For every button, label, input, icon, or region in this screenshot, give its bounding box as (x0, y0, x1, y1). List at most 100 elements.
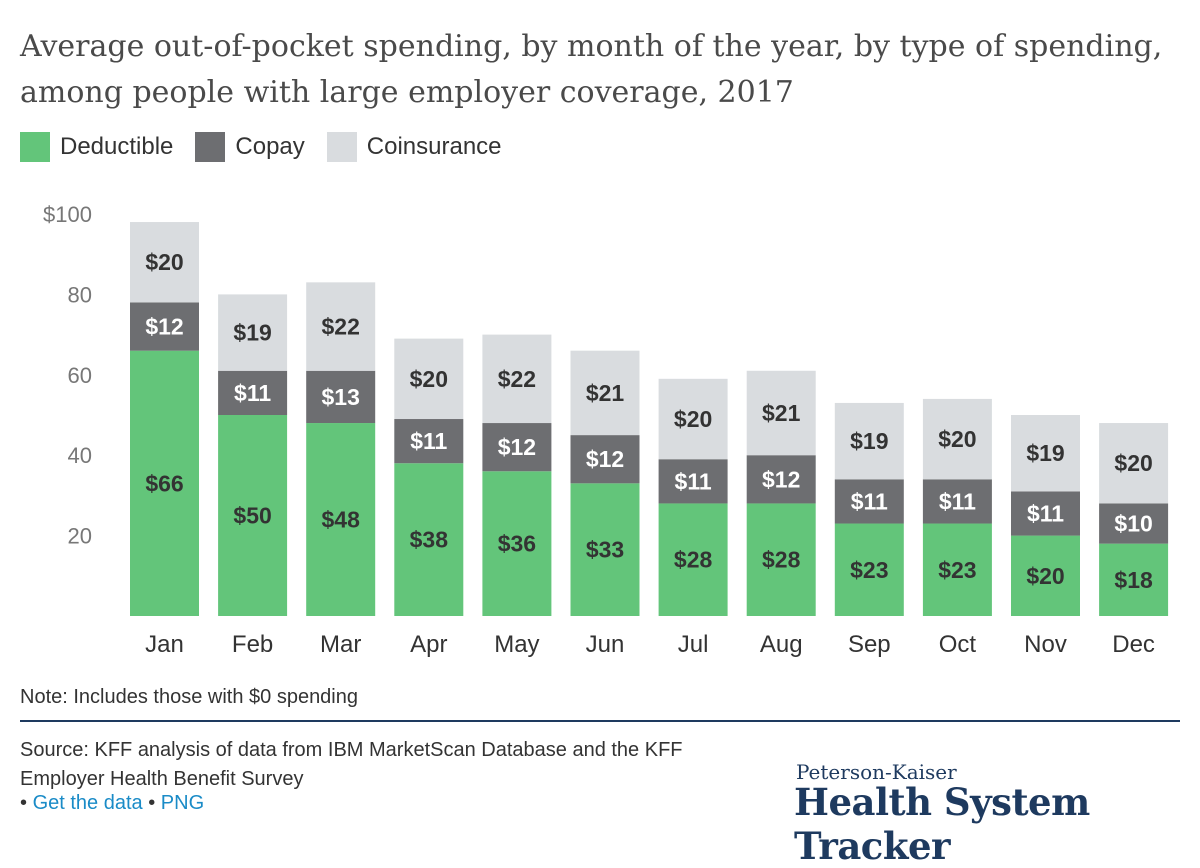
brand-subtitle: Peterson-Kaiser (796, 760, 957, 784)
bar-segment-coinsurance (746, 370, 816, 456)
data-label-coinsurance: $19 (850, 428, 888, 454)
legend-swatch-coinsurance (326, 132, 357, 162)
bar-segment-deductible (1099, 543, 1169, 616)
bar-segment-copay (482, 423, 552, 472)
bar-segment-copay (658, 459, 728, 504)
x-tick-label: Sep (848, 631, 891, 658)
data-label-deductible: $38 (410, 527, 449, 553)
data-label-coinsurance: $20 (1114, 450, 1152, 476)
data-label-coinsurance: $21 (586, 380, 625, 406)
footer-divider (20, 720, 1180, 722)
data-label-deductible: $28 (762, 547, 801, 573)
x-tick-label: Jan (145, 631, 184, 658)
data-label-deductible: $28 (674, 547, 713, 573)
y-tick-label: 40 (68, 443, 92, 468)
stacked-bar-chart: 20 40 60 80 $100 $66 $12 $20 Jan $50 $11 $19 Feb $48 $… (43, 202, 1169, 658)
x-tick-label: Dec (1112, 631, 1155, 658)
data-label-coinsurance: $22 (498, 366, 536, 392)
bar-segment-coinsurance (218, 294, 288, 371)
data-label-deductible: $33 (586, 537, 624, 563)
data-label-coinsurance: $20 (674, 406, 712, 432)
x-tick-label: Feb (232, 631, 273, 658)
bar-segment-deductible (306, 423, 376, 616)
data-label-coinsurance: $20 (410, 366, 448, 392)
bar-segment-deductible (922, 523, 992, 616)
legend-item-copay: Copay (195, 132, 305, 162)
data-label-deductible: $50 (233, 503, 271, 529)
data-label-deductible: $36 (498, 531, 536, 557)
bar-segment-coinsurance (482, 334, 552, 424)
y-tick-label: 60 (68, 363, 92, 388)
x-tick-label: May (494, 631, 539, 658)
legend-label-copay: Copay (235, 133, 305, 160)
x-tick-label: Jun (586, 631, 625, 658)
source-text: Source: KFF analysis of data from IBM Ma… (20, 739, 683, 790)
legend-label-deductible: Deductible (60, 133, 174, 160)
x-tick-label: Aug (760, 631, 803, 658)
bar-segment-coinsurance (394, 338, 464, 420)
data-label-copay: $11 (410, 428, 447, 454)
bar-segment-deductible (482, 471, 552, 616)
legend-item-deductible: Deductible (20, 132, 173, 162)
data-label-coinsurance: $19 (233, 320, 271, 346)
data-label-deductible: $23 (938, 557, 976, 583)
y-tick-label: 20 (68, 524, 92, 549)
bar-segment-copay (130, 302, 199, 351)
chart-legend: Deductible Copay Coinsurance (20, 132, 524, 162)
bar-segment-deductible (834, 523, 904, 616)
bar-segment-deductible (570, 483, 640, 616)
legend-item-coinsurance: Coinsurance (326, 132, 502, 162)
bar-segment-deductible (1011, 535, 1080, 616)
data-label-copay: $11 (851, 488, 888, 514)
data-label-deductible: $23 (850, 557, 888, 583)
brand-logo-text: Health System Tracker (794, 780, 1090, 868)
bar-segment-coinsurance (306, 282, 376, 371)
data-label-deductible: $20 (1026, 563, 1064, 589)
data-label-copay: $12 (762, 466, 800, 492)
data-label-deductible: $48 (322, 507, 361, 533)
bar-segment-coinsurance (1099, 423, 1169, 504)
data-label-deductible: $18 (1114, 567, 1153, 593)
bar-segment-copay (570, 435, 640, 484)
bar-segment-deductible (130, 350, 199, 616)
y-tick-label: $100 (43, 202, 92, 227)
bar-segment-copay (1099, 503, 1169, 544)
bar-segment-coinsurance (1011, 415, 1080, 492)
bar-segment-copay (394, 419, 464, 464)
png-link[interactable]: PNG (160, 792, 205, 814)
legend-swatch-deductible (20, 132, 50, 162)
data-label-copay: $12 (586, 446, 624, 472)
bar-segment-coinsurance (658, 378, 728, 460)
bar-segment-copay (834, 479, 904, 524)
x-tick-label: Apr (410, 631, 447, 658)
bar-segment-coinsurance (834, 402, 904, 480)
data-label-copay: $10 (1114, 511, 1152, 537)
legend-label-coinsurance: Coinsurance (366, 133, 502, 160)
bar-segment-copay (1011, 491, 1080, 536)
bar-segment-deductible (394, 463, 464, 616)
bullet-2: • (148, 792, 156, 814)
bar-segment-copay (922, 479, 992, 524)
data-label-coinsurance: $20 (145, 249, 183, 275)
bar-segment-coinsurance (922, 398, 992, 480)
x-tick-label: Jul (678, 631, 709, 658)
x-tick-label: Oct (939, 631, 977, 658)
data-label-copay: $13 (322, 384, 360, 410)
bar-segment-deductible (658, 503, 728, 616)
bar-segment-coinsurance (130, 222, 199, 303)
bar-segment-copay (306, 370, 376, 424)
x-tick-label: Mar (320, 631, 361, 658)
footer-links: • Get the data • PNG (20, 792, 204, 815)
data-label-coinsurance: $21 (762, 400, 801, 426)
legend-swatch-copay (195, 132, 226, 162)
bar-segment-deductible (746, 503, 816, 616)
data-label-copay: $11 (939, 488, 976, 514)
bar-segment-coinsurance (570, 350, 640, 436)
data-label-copay: $11 (1027, 500, 1064, 526)
get-data-link[interactable]: Get the data (32, 792, 143, 814)
bar-segment-copay (218, 370, 288, 415)
chart-title: Average out-of-pocket spending, by month… (20, 29, 1163, 110)
data-label-copay: $11 (234, 380, 271, 406)
bullet-1: • (20, 792, 28, 814)
data-label-copay: $12 (498, 434, 536, 460)
